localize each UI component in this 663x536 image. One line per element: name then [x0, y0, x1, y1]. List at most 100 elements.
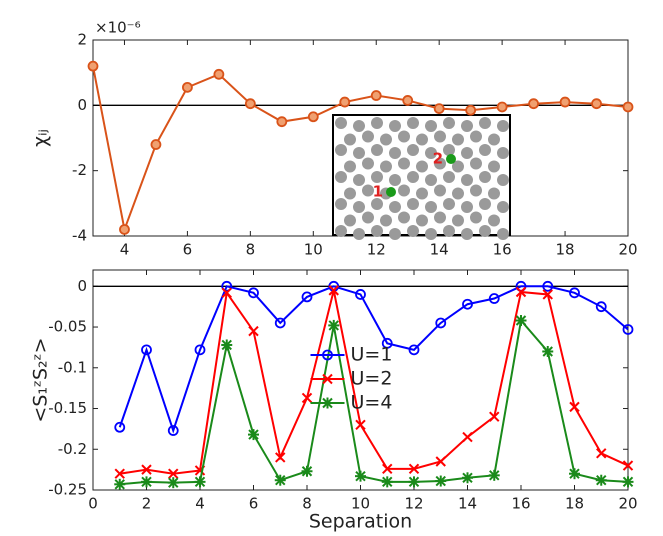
atom — [398, 211, 410, 224]
marker-circle — [559, 96, 571, 108]
y-tick-label: 2 — [77, 31, 87, 49]
atom — [452, 160, 464, 173]
x-tick-label: 12 — [404, 495, 423, 513]
atom — [407, 198, 419, 210]
atom — [416, 187, 428, 200]
marker-stroke — [515, 286, 527, 298]
marker-circle — [274, 317, 286, 329]
y-tick-label: -2 — [72, 161, 87, 179]
marker-circle — [591, 98, 602, 110]
marker-circle — [339, 96, 351, 108]
marker-stroke — [622, 460, 634, 471]
atom — [425, 120, 437, 132]
y-tick-label: 0 — [77, 96, 87, 114]
atom — [344, 133, 356, 146]
marker — [489, 411, 500, 422]
atom — [479, 171, 491, 183]
marker — [569, 287, 580, 299]
atom — [452, 133, 464, 146]
atom — [353, 228, 365, 240]
atom — [371, 225, 383, 237]
atom — [461, 201, 473, 213]
atom — [407, 117, 419, 129]
x-tick-label: 6 — [249, 495, 259, 513]
x-tick-label: 6 — [183, 241, 193, 259]
legend-label: U=4 — [351, 392, 393, 414]
atom — [443, 225, 455, 237]
legend-marker — [322, 349, 333, 361]
marker-circle — [381, 337, 393, 349]
marker — [194, 344, 206, 356]
marker — [433, 103, 445, 114]
marker-circle — [141, 344, 152, 356]
marker — [114, 478, 126, 490]
atom — [488, 160, 500, 173]
x-tick-label: 10 — [351, 495, 370, 513]
atom — [479, 144, 491, 156]
marker — [622, 476, 634, 488]
atom — [443, 117, 455, 129]
marker — [596, 448, 607, 459]
x-tick-label: 18 — [565, 495, 584, 513]
atom — [461, 120, 473, 132]
y-axis-label: χᵢⱼ — [30, 129, 52, 147]
atom — [389, 147, 401, 159]
atom — [479, 225, 491, 237]
marker — [150, 139, 162, 150]
x-tick-label: 12 — [367, 241, 386, 259]
atom — [434, 211, 446, 224]
atom — [497, 120, 509, 132]
marker — [381, 476, 393, 488]
marker-circle — [221, 280, 233, 292]
atom — [434, 130, 446, 143]
x-tick-label: 2 — [142, 495, 152, 513]
site-label: 2 — [433, 150, 443, 168]
marker-circle — [402, 95, 414, 106]
marker-stroke — [301, 392, 313, 404]
site — [386, 187, 396, 197]
marker-circle — [496, 101, 508, 113]
atom — [416, 214, 428, 227]
marker — [462, 431, 473, 443]
marker-stroke — [462, 431, 473, 443]
x-tick-label: 14 — [430, 241, 449, 259]
marker — [194, 476, 206, 488]
atom — [353, 174, 365, 186]
atom — [407, 144, 419, 156]
x-tick-label: 0 — [88, 495, 98, 513]
atom — [470, 184, 482, 197]
marker — [221, 287, 232, 299]
marker — [595, 301, 607, 313]
marker — [496, 101, 508, 113]
marker — [402, 95, 414, 106]
atom — [443, 171, 455, 183]
marker-circle — [542, 280, 554, 292]
site — [446, 154, 456, 164]
x-tick-label: 8 — [302, 495, 312, 513]
marker-circle — [355, 289, 366, 300]
atom — [470, 157, 482, 170]
marker-circle — [119, 224, 130, 235]
marker-circle — [595, 301, 607, 313]
y-tick-label: -0.1 — [58, 358, 87, 376]
atom — [470, 130, 482, 143]
y-tick-label: -0.05 — [48, 318, 87, 336]
atom — [443, 144, 455, 156]
marker — [622, 324, 634, 335]
atom — [461, 147, 473, 159]
atom — [344, 187, 356, 200]
atom — [497, 174, 509, 186]
y-tick-label: -0.2 — [58, 440, 87, 458]
atom — [362, 211, 374, 224]
marker — [465, 104, 477, 116]
x-tick-label: 10 — [304, 241, 323, 259]
marker — [515, 286, 527, 298]
atom — [488, 133, 500, 146]
y-exponent: ×10⁻⁶ — [95, 19, 141, 37]
marker-stroke — [328, 285, 339, 296]
atom — [335, 171, 347, 183]
y-tick-label: 0 — [77, 277, 87, 295]
atom — [425, 228, 437, 240]
atom — [425, 201, 437, 213]
